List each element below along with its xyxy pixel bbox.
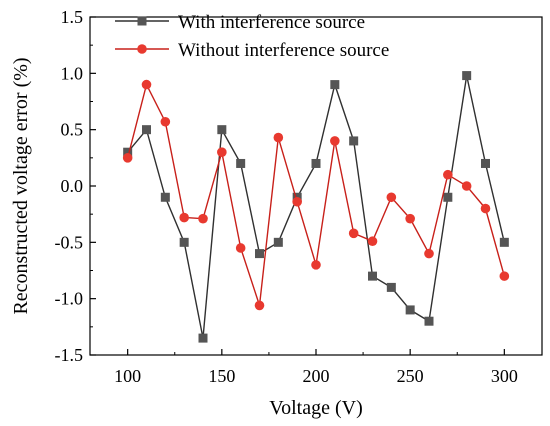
data-point-circle xyxy=(330,136,340,146)
data-point-square xyxy=(462,71,472,81)
data-point-square xyxy=(198,333,208,343)
y-axis: -1.5 -1.0 -0.5 0.0 0.5 1.0 1.5 xyxy=(55,7,96,365)
data-point-circle xyxy=(122,153,133,163)
data-point-circle xyxy=(235,243,246,253)
legend-marker-square xyxy=(137,16,147,26)
x-tick-label: 100 xyxy=(114,366,141,386)
data-point-circle xyxy=(141,79,152,90)
plot-area xyxy=(89,16,543,356)
y-tick-label: -0.5 xyxy=(55,232,84,252)
data-point-square xyxy=(499,237,509,247)
data-point-circle xyxy=(254,300,265,311)
data-point-circle xyxy=(217,147,227,157)
data-point-square xyxy=(311,158,321,168)
data-point-circle xyxy=(499,271,510,281)
x-tick-label: 250 xyxy=(397,366,424,386)
data-point-square xyxy=(217,125,227,135)
legend-label: With interference source xyxy=(178,12,365,33)
y-tick-label: -1.5 xyxy=(55,345,84,365)
y-tick-label: 1.0 xyxy=(61,63,84,83)
data-point-circle xyxy=(424,248,434,259)
data-point-circle xyxy=(311,260,321,270)
x-tick-label: 200 xyxy=(303,366,330,386)
x-axis: 100 150 200 250 300 xyxy=(114,349,518,386)
data-point-square xyxy=(368,271,377,281)
data-point-circle xyxy=(367,236,378,247)
x-tick-label: 300 xyxy=(491,366,518,386)
data-point-square xyxy=(330,80,340,90)
data-point-square xyxy=(123,147,133,157)
data-point-circle xyxy=(461,181,472,191)
data-point-circle xyxy=(386,192,397,203)
data-point-circle xyxy=(198,213,208,224)
data-point-square xyxy=(405,305,415,315)
legend: With interference source Without interfer… xyxy=(115,12,389,61)
data-point-square xyxy=(236,158,246,168)
x-axis-title: Voltage (V) xyxy=(269,397,363,419)
series-line xyxy=(127,75,505,339)
y-tick-label: -1.0 xyxy=(55,289,84,309)
data-point-circle xyxy=(179,212,189,223)
data-point-square xyxy=(386,282,396,292)
x-tick-label: 150 xyxy=(208,366,235,386)
series-1 xyxy=(123,71,509,343)
data-point-square xyxy=(424,316,434,326)
legend-marker-circle xyxy=(137,44,147,54)
data-point-square xyxy=(142,125,151,135)
data-point-square xyxy=(443,192,453,202)
plot-frame xyxy=(89,16,543,356)
y-tick-label: 0.5 xyxy=(61,120,84,140)
y-tick-label: 0.0 xyxy=(61,176,84,196)
data-point-square xyxy=(273,237,283,247)
y-axis-title: Reconstructed voltage error (%) xyxy=(10,57,32,314)
series-2 xyxy=(122,79,510,311)
data-point-circle xyxy=(292,196,302,207)
data-point-square xyxy=(179,237,189,247)
data-point-circle xyxy=(480,203,491,214)
data-point-circle xyxy=(405,213,415,224)
data-point-square xyxy=(481,158,490,168)
data-point-square xyxy=(349,136,359,146)
data-point-circle xyxy=(443,169,453,180)
data-point-square xyxy=(255,249,264,259)
y-tick-label: 1.5 xyxy=(61,7,84,27)
data-point-circle xyxy=(348,228,359,239)
data-point-circle xyxy=(160,116,171,127)
data-point-square xyxy=(160,192,170,202)
legend-label: Without interference source xyxy=(178,40,389,61)
data-point-circle xyxy=(273,132,284,143)
series-layer xyxy=(122,71,510,343)
